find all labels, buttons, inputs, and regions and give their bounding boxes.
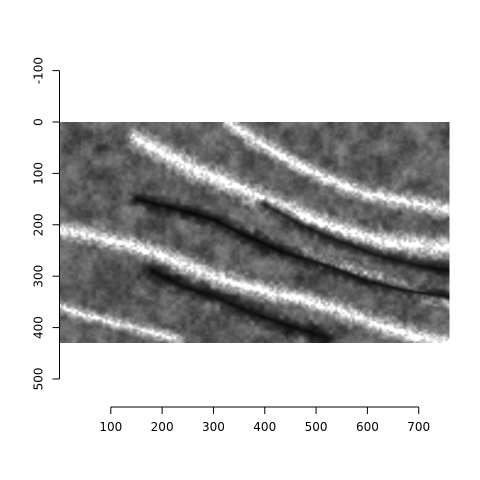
x-tick-label: 400 bbox=[253, 420, 276, 434]
x-tick-label: 700 bbox=[407, 420, 430, 434]
x-tick-label: 100 bbox=[99, 420, 122, 434]
x-tick-label: 600 bbox=[356, 420, 379, 434]
y-tick-label: 0 bbox=[32, 118, 46, 126]
axes: 100 200 300 400 500 600 700 -100 0 100 200 300 400 50… bbox=[32, 57, 431, 434]
y-tick-label: 100 bbox=[32, 162, 46, 185]
y-tick-label: -100 bbox=[32, 57, 46, 84]
y-tick-label: 200 bbox=[32, 213, 46, 236]
satellite-image-raster bbox=[59, 122, 450, 343]
y-tick-label: 400 bbox=[32, 316, 46, 339]
y-tick-label: 500 bbox=[32, 368, 46, 391]
x-tick-label: 200 bbox=[151, 420, 174, 434]
y-tick-label: 300 bbox=[32, 265, 46, 288]
x-tick-label: 300 bbox=[202, 420, 225, 434]
satellite-image bbox=[59, 122, 450, 343]
x-tick-label: 500 bbox=[305, 420, 328, 434]
